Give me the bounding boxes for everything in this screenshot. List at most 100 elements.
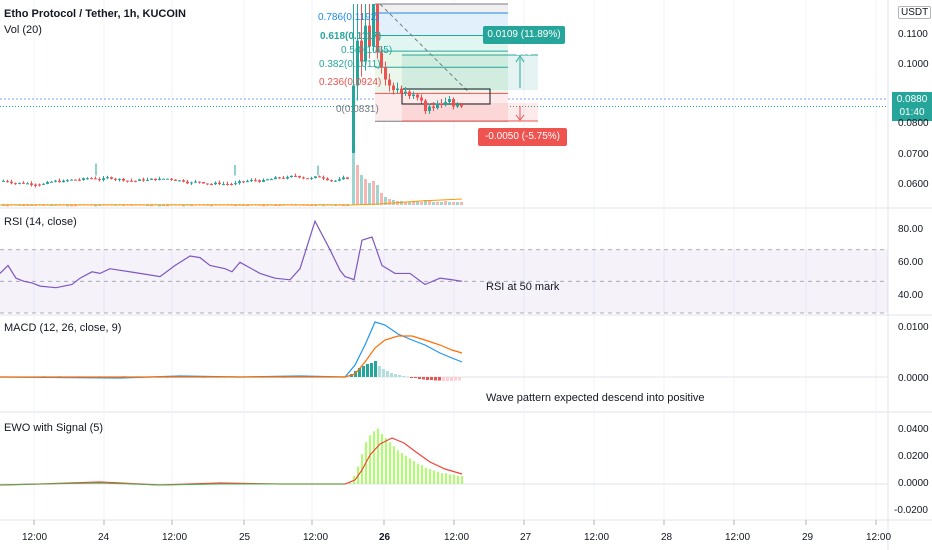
stop-arrowhead [515,114,525,121]
macd-histogram-bar [382,369,385,377]
candle-body [412,94,415,97]
candle-body [170,178,173,180]
macd-histogram-bar [422,377,425,380]
candle-body [274,177,277,180]
stop-label: -0.0050 (-5.75%) -50 [478,128,567,160]
fib-0382: 0.382(0.1011) [319,59,381,70]
candle-body [94,178,97,180]
candle-body [10,181,13,184]
candle-body [126,180,129,182]
ewo-tick: 0.0400 [898,424,929,435]
candle-body [392,85,395,91]
macd-tick: 0.0100 [898,322,929,333]
macd-histogram-bar [398,375,401,377]
candle-body [238,181,241,184]
time-tick: 12:00 [162,532,188,543]
rsi-tick: 40.00 [898,290,924,301]
ewo-tick: -0.0200 [894,505,928,516]
candle-body [226,183,229,185]
candle-body [2,180,5,182]
candle-body [122,178,125,181]
candle-body [420,97,423,101]
candle-body [326,178,329,181]
macd-histogram-bar [366,364,369,377]
candle-body [346,177,349,179]
volume-bar [424,200,427,205]
ewo-line [0,482,345,486]
macd-signal-line [0,335,463,378]
last-price-tag: 0.0880 01:40 [892,92,932,121]
candle-body [106,177,109,179]
candle-body [452,99,455,107]
candle-body [258,180,261,182]
candle-body [82,178,85,180]
candle-body [22,182,25,184]
macd-histogram-bar [370,363,373,377]
macd-note: Wave pattern expected descend into posit… [486,392,705,404]
volume-bar [388,199,391,205]
candle-body [428,106,431,112]
volume-bar [372,181,375,205]
candle-body [78,179,81,181]
time-tick: 12:00 [725,532,751,543]
candle-body [18,182,21,184]
candle-body [186,181,189,184]
volume-bar [436,202,439,205]
price-tick: 0.0800 [898,118,929,129]
candle-body [110,177,113,179]
candle-body [98,179,101,181]
macd-histogram-bar [406,376,409,378]
macd-histogram-bar [430,377,433,380]
target-arrowhead [515,55,525,63]
candle-body [356,40,359,86]
time-tick: 25 [239,532,251,543]
candle-body [102,178,105,180]
fib-zone [375,4,508,13]
candle-body [318,176,321,178]
fib-0: 0(0.0831) [336,104,379,115]
candle-body [158,178,161,181]
volume-bar [384,197,387,205]
candle-body [134,180,137,182]
candle-body [408,91,411,97]
candle-body [368,25,371,47]
macd-histogram-bar [438,377,441,381]
rsi-tick: 80.00 [898,224,924,235]
volume-bar [460,202,463,205]
candle-body [298,176,301,178]
macd-histogram-bar [394,374,397,377]
symbol-title: Etho Protocol / Tether, 1h, KUCOIN [4,8,186,20]
time-tick: 12:00 [444,532,470,543]
candle-body [38,184,41,186]
candle-body [142,179,145,181]
time-tick: 26 [379,532,391,543]
candle-body [234,183,237,185]
candle-body [6,180,9,182]
candle-body [286,177,289,179]
time-tick: 12:00 [22,532,48,543]
candle-body [342,177,345,180]
candle-body [190,182,193,184]
stop-zone [402,103,538,121]
candle-body [90,178,93,180]
time-tick: 12:00 [866,532,892,543]
volume-bar [412,202,415,205]
fib-zone [375,35,508,52]
candle-body [262,180,265,182]
candle-body [440,103,443,106]
fib-0618: 0.618(0.1117) [320,31,382,42]
candle-body [58,180,61,183]
candle-body [34,184,37,186]
currency-badge[interactable]: USDT [898,6,932,19]
volume-bar [448,202,451,205]
macd-histogram-bar [378,366,381,377]
candle-body [30,183,33,185]
candle-body [202,182,205,184]
macd-histogram-bar [442,377,445,381]
candle-body [290,175,293,178]
candle-body [254,180,257,182]
candle-body [54,180,57,182]
candle-body [230,183,233,185]
volume-bar [356,165,359,205]
